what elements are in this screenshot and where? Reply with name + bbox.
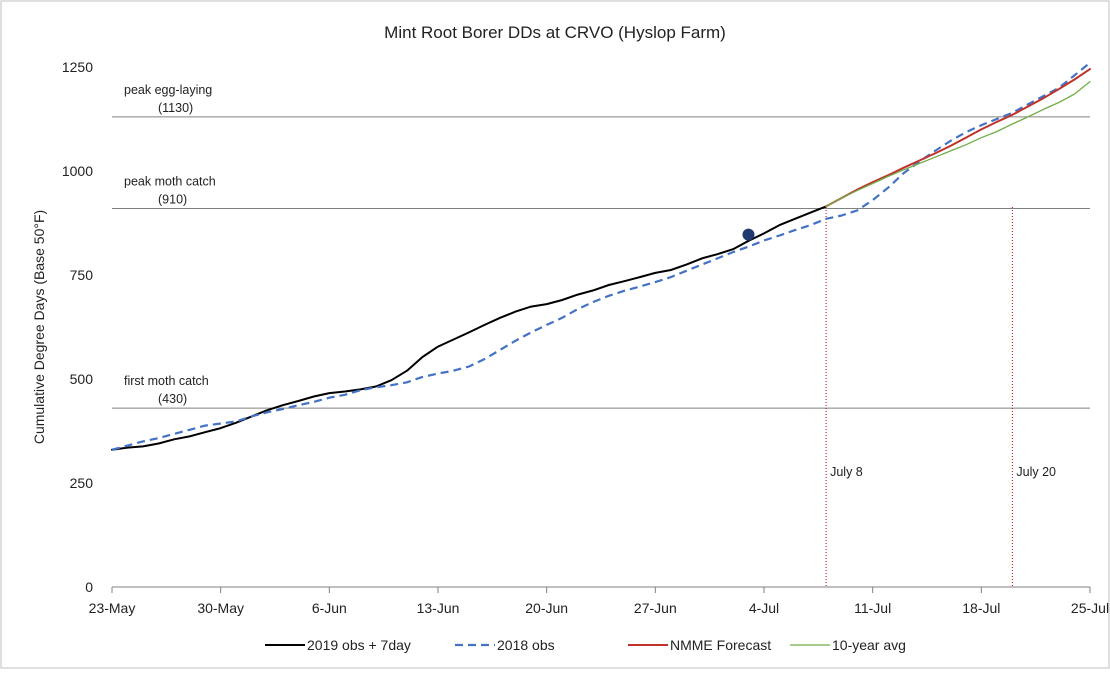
threshold-label: first moth catch bbox=[124, 374, 209, 388]
threshold-value-label: (1130) bbox=[158, 101, 193, 115]
series-line bbox=[825, 68, 1091, 208]
y-tick-label: 1000 bbox=[62, 163, 93, 179]
y-tick-label: 0 bbox=[85, 579, 93, 595]
legend-label: 10-year avg bbox=[832, 637, 906, 653]
threshold-value-label: (430) bbox=[158, 392, 187, 406]
legend: 2019 obs + 7day 2018 obs NMME Forecast 10-y… bbox=[265, 637, 906, 653]
x-tick-label: 30-May bbox=[197, 600, 244, 616]
threshold-value-label: (910) bbox=[158, 192, 187, 206]
marker-layer: July 8 July 20 bbox=[825, 207, 1056, 587]
x-tick-label: 27-Jun bbox=[634, 600, 677, 616]
x-tick-label: 11-Jul bbox=[854, 600, 891, 616]
y-axis-label: Cumulative Degree Days (Base 50°F) bbox=[31, 210, 47, 444]
legend-label: NMME Forecast bbox=[670, 637, 771, 653]
series-line bbox=[111, 205, 828, 451]
marker-label: July 20 bbox=[1016, 465, 1056, 479]
y-tick-label: 500 bbox=[70, 371, 94, 387]
y-tick-label: 250 bbox=[70, 475, 94, 491]
series-line bbox=[825, 80, 1091, 208]
y-tick-label: 1250 bbox=[62, 59, 93, 75]
x-tick-label: 23-May bbox=[89, 600, 136, 616]
axis-layer: 0 250 500 750 1000 1250 23-May 30-May 6-Jun 13-Ju… bbox=[62, 59, 1109, 616]
legend-label: 2019 obs + 7day bbox=[307, 637, 411, 653]
x-tick-label: 20-Jun bbox=[525, 600, 568, 616]
x-tick-label: 4-Jul bbox=[749, 600, 779, 616]
highlight-point bbox=[742, 228, 755, 241]
x-tick-label: 13-Jun bbox=[417, 600, 460, 616]
x-tick-label: 6-Jun bbox=[312, 600, 347, 616]
threshold-label: peak moth catch bbox=[124, 174, 216, 188]
y-tick-label: 750 bbox=[70, 267, 94, 283]
x-tick-label: 25-Jul bbox=[1071, 600, 1109, 616]
x-tick-label: 18-Jul bbox=[962, 600, 1000, 616]
series-layer bbox=[111, 61, 1091, 451]
marker-label: July 8 bbox=[830, 465, 863, 479]
chart-title: Mint Root Borer DDs at CRVO (Hyslop Farm… bbox=[384, 23, 726, 42]
threshold-label: peak egg-laying bbox=[124, 83, 212, 97]
legend-label: 2018 obs bbox=[497, 637, 555, 653]
